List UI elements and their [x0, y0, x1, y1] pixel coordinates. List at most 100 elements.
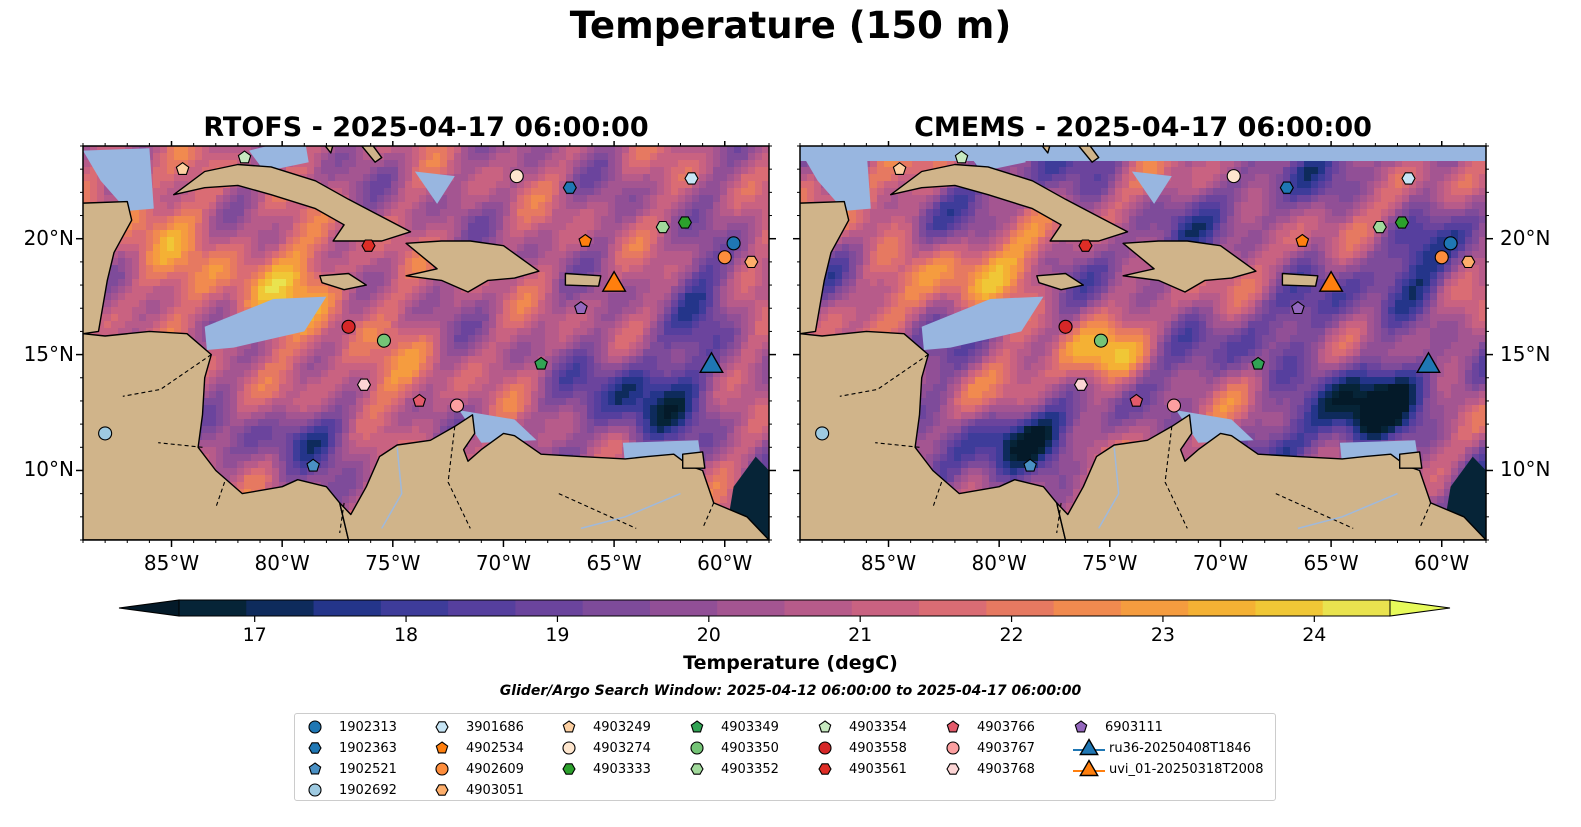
- marker-4903349: [1251, 356, 1265, 370]
- marker-4902609: [1434, 250, 1449, 265]
- legend-pentagon-icon: [435, 741, 449, 754]
- rtofs-panel-title: RTOFS - 2025-04-17 06:00:00: [203, 112, 649, 143]
- legend-hexagon-icon: [818, 763, 832, 775]
- cmems-y-tick-label: 15°N: [1500, 341, 1551, 366]
- rtofs-x-tick-label: 60°W: [697, 551, 753, 575]
- cmems-nodata-band: [800, 146, 1486, 161]
- marker-6903111: [1291, 301, 1305, 315]
- legend-triangle-icon: [1073, 738, 1105, 756]
- legend-item-label: 4903349: [721, 719, 779, 735]
- rtofs-y-tick-label: 10°N: [23, 457, 74, 482]
- marker-4903768: [1073, 378, 1089, 391]
- legend-item-label: 4903350: [721, 740, 779, 756]
- marker-4903767: [449, 398, 465, 413]
- marker-1902363: [1279, 181, 1294, 194]
- marker-1902363: [562, 181, 577, 194]
- legend-circle-icon: [818, 741, 832, 755]
- marker-3901686: [684, 172, 699, 185]
- marker-ru36-20250408T1846: [1415, 351, 1441, 373]
- legend-item: 4903352: [687, 759, 779, 779]
- legend-item: 4903350: [687, 738, 779, 758]
- legend-pentagon-icon: [308, 762, 322, 775]
- legend-circle-icon: [435, 762, 449, 776]
- marker-4903274: [1226, 169, 1241, 184]
- marker-1902692: [98, 426, 113, 441]
- marker-1902313: [726, 236, 741, 251]
- legend-item-label: 4902609: [466, 761, 524, 777]
- legend-item: 4903354: [815, 717, 907, 737]
- cmems-x-tick-label: 60°W: [1414, 551, 1470, 575]
- colorbar-tick-label: 22: [999, 624, 1024, 646]
- colorbar-tick-label: 19: [545, 624, 570, 646]
- marker-uvi_01-20250318T2008: [1318, 270, 1344, 292]
- marker-1902521: [306, 458, 320, 472]
- marker-4903766: [1129, 393, 1144, 407]
- search-window-note: Glider/Argo Search Window: 2025-04-12 06…: [499, 683, 1082, 699]
- marker-ru36-20250408T1846: [698, 351, 724, 373]
- legend-item: 1902692: [305, 780, 397, 800]
- colorbar-high-extend: [1389, 599, 1451, 617]
- marker-4903249: [175, 162, 190, 175]
- rtofs-x-tick-label: 85°W: [143, 551, 200, 575]
- legend-item: 1902313: [305, 717, 397, 737]
- marker-6903111: [574, 301, 588, 315]
- cmems-x-tick-label: 80°W: [971, 551, 1027, 575]
- marker-4903333: [1394, 216, 1410, 229]
- legend-item-label: 4903274: [593, 740, 651, 756]
- cmems-x-tick-label: 70°W: [1192, 551, 1249, 575]
- cmems-x-tick-label: 65°W: [1303, 551, 1359, 575]
- legend-triangle-icon: [1073, 759, 1105, 777]
- legend-item: 4903767: [943, 738, 1035, 758]
- marker-4903352: [1372, 220, 1387, 234]
- rtofs-x-tick-label: 65°W: [586, 551, 642, 575]
- legend-circle-icon: [562, 741, 576, 755]
- legend-item-label: 4903352: [721, 761, 779, 777]
- legend-item: 4903274: [559, 738, 651, 758]
- cmems-x-tick-label: 75°W: [1082, 551, 1138, 575]
- rtofs-map: [83, 146, 769, 540]
- rtofs-x-tick-label: 70°W: [475, 551, 532, 575]
- marker-4903350: [1093, 333, 1109, 348]
- legend-item-label: 4903558: [849, 740, 907, 756]
- legend-item-label: uvi_01-20250318T2008: [1109, 761, 1264, 777]
- marker-uvi_01-20250318T2008: [601, 270, 627, 292]
- colorbar-tick-label: 21: [848, 624, 873, 646]
- legend-item: 4903333: [559, 759, 651, 779]
- legend-item: 4903766: [943, 717, 1035, 737]
- marker-4903350: [376, 333, 392, 348]
- marker-4903558: [1058, 319, 1073, 334]
- legend-item: 1902521: [305, 759, 397, 779]
- legend-hexagon-icon: [690, 763, 704, 775]
- cmems-y-tick-label: 10°N: [1500, 457, 1551, 482]
- legend-item: 4903249: [559, 717, 651, 737]
- legend-item-label: 4903561: [849, 761, 907, 777]
- marker-1902313: [1443, 236, 1458, 251]
- legend-item: uvi_01-20250318T2008: [1071, 759, 1263, 779]
- legend-item-label: 3901686: [466, 719, 524, 735]
- marker-4903561: [361, 239, 376, 252]
- legend: 1902313 1902363 1902521 1902692 3901686 49025…: [294, 713, 1276, 801]
- legend-hexagon-icon: [435, 784, 449, 796]
- marker-4903354: [954, 150, 969, 164]
- colorbar-tick-label: 23: [1150, 624, 1176, 646]
- figure-title: Temperature (150 m): [569, 4, 1012, 47]
- rtofs-y-tick-label: 15°N: [23, 341, 74, 366]
- legend-item-label: 6903111: [1105, 719, 1163, 735]
- legend-hexagon-icon: [562, 763, 576, 775]
- marker-1902692: [815, 426, 830, 441]
- marker-4903051: [744, 255, 759, 269]
- legend-item: ru36-20250408T1846: [1071, 738, 1251, 758]
- legend-item: 4902534: [432, 738, 524, 758]
- legend-hexagon-icon: [435, 721, 449, 733]
- legend-item: 1902363: [305, 738, 397, 758]
- marker-4903354: [237, 150, 252, 164]
- legend-pentagon-icon: [946, 720, 960, 733]
- legend-item-label: 4903249: [593, 719, 651, 735]
- legend-item: 4903051: [432, 780, 524, 800]
- legend-item: 4903349: [687, 717, 779, 737]
- colorbar-low-extend: [118, 599, 180, 617]
- legend-hexagon-icon: [308, 742, 322, 754]
- colorbar: [179, 600, 1391, 616]
- cmems-x-tick-label: 85°W: [860, 551, 917, 575]
- legend-item-label: 4902534: [466, 740, 524, 756]
